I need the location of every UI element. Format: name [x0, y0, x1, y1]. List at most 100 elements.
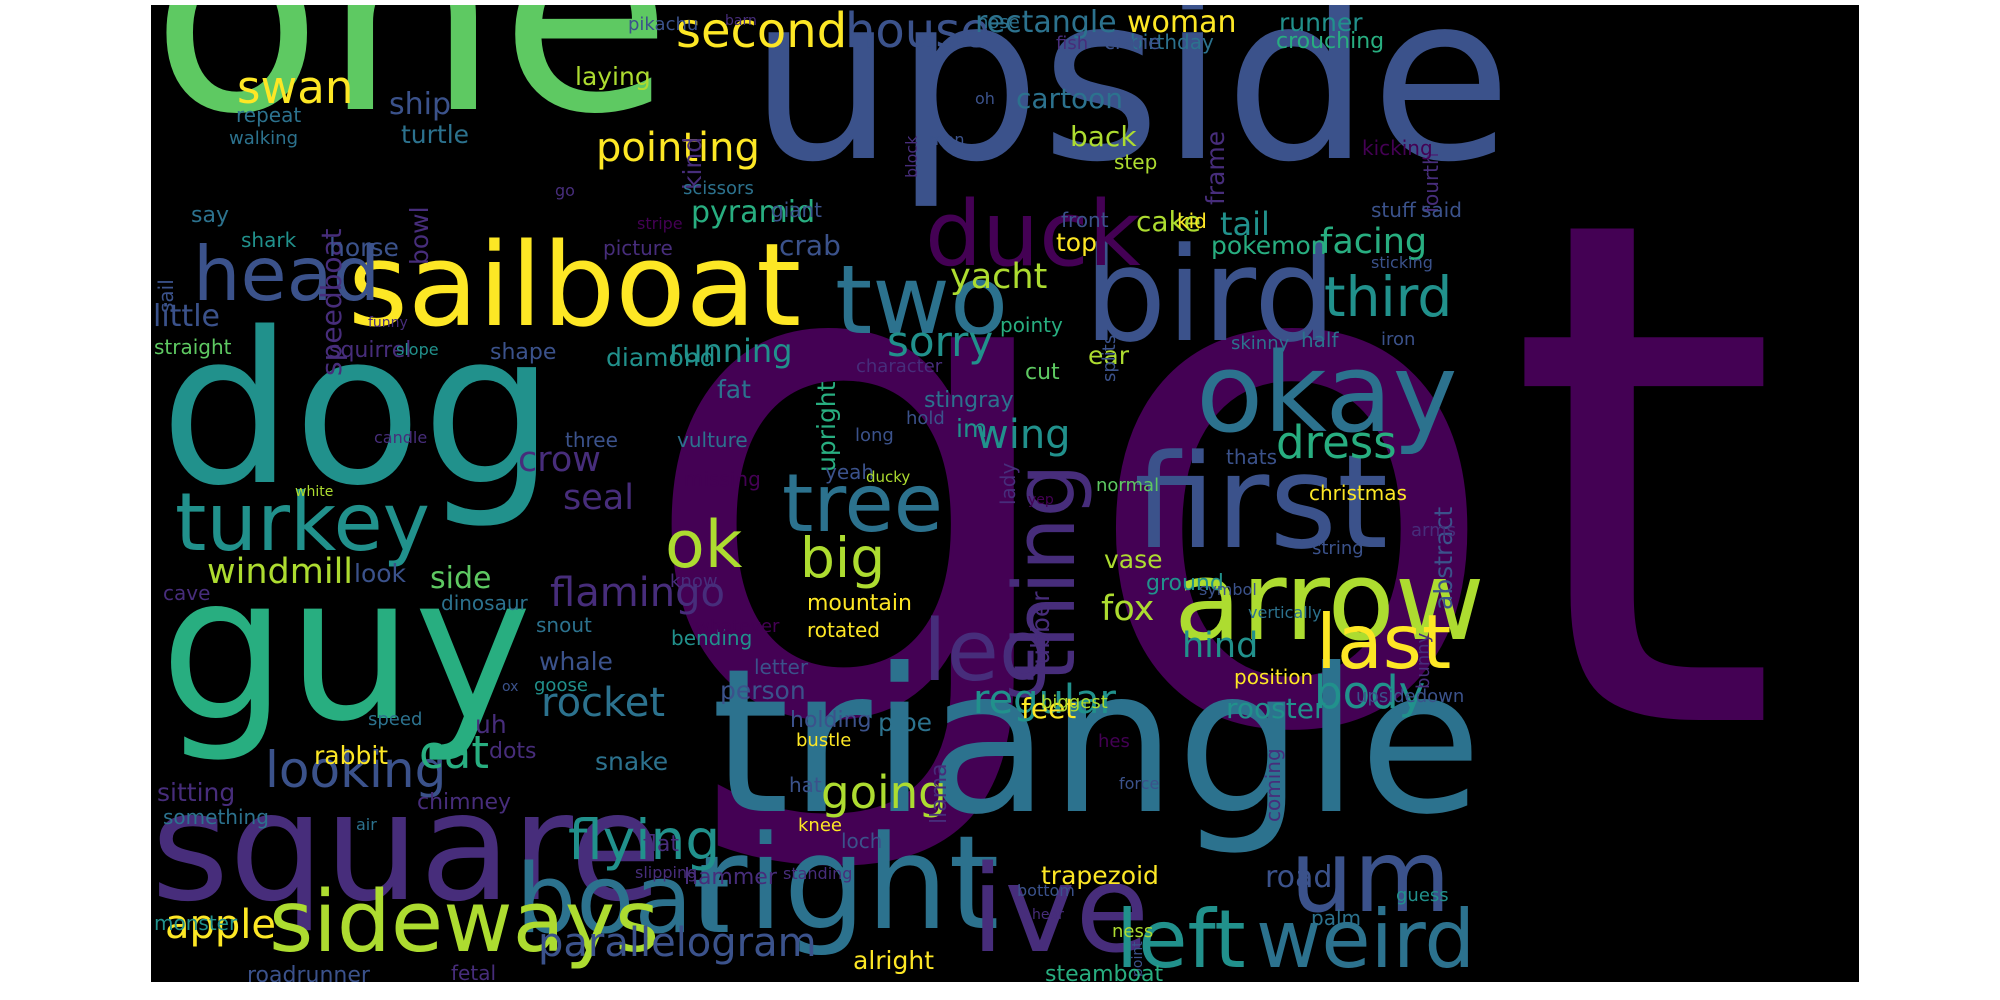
- word-rooster: rooster: [1226, 692, 1326, 725]
- word-shape: shape: [490, 340, 557, 365]
- word-man: man: [929, 130, 965, 149]
- word-monster: monster: [154, 911, 238, 935]
- word-person: person: [720, 676, 806, 705]
- word-body: body: [1314, 666, 1426, 719]
- word-tree: tree: [782, 457, 943, 550]
- word-kid: kid: [1177, 209, 1207, 233]
- word-yacht: yacht: [950, 257, 1048, 297]
- word-apple: apple: [165, 902, 277, 948]
- word-lady: lady: [996, 462, 1020, 505]
- word-chimney: chimney: [417, 790, 512, 815]
- word-bending: bending: [671, 626, 753, 650]
- word-giant: giant: [771, 198, 823, 222]
- word-okay: okay: [1196, 329, 1458, 457]
- word-rocket: rocket: [541, 680, 666, 726]
- word-bottom: bottom: [1017, 881, 1075, 900]
- word-front: front: [1061, 208, 1109, 232]
- word-half: half: [1301, 328, 1339, 352]
- word-diamond: diamond: [606, 343, 716, 372]
- word-duck: duck: [925, 182, 1141, 287]
- word-ness: ness: [1112, 921, 1154, 942]
- word-know: know: [670, 571, 718, 592]
- word-picture: picture: [603, 236, 673, 260]
- word-three: three: [565, 428, 618, 452]
- word-sitting: sitting: [157, 778, 236, 807]
- word-rubber: rubber: [1026, 591, 1055, 675]
- word-standing: standing: [783, 864, 853, 883]
- word-got: got: [633, 71, 1781, 886]
- word-leg: leg: [923, 602, 1053, 701]
- word-alright: alright: [853, 946, 935, 975]
- word-bird: bird: [1084, 219, 1337, 371]
- word-pointy: pointy: [1000, 313, 1063, 337]
- word-look: look: [354, 559, 407, 588]
- word-first: first: [1134, 426, 1389, 578]
- word-crane: crane: [1104, 30, 1161, 54]
- word-pikachu: pikachu: [628, 14, 699, 35]
- word-parallelogram: parallelogram: [538, 920, 817, 966]
- word-pyramid: pyramid: [691, 195, 816, 230]
- word-slope: slope: [396, 340, 439, 359]
- word-skinny: skinny: [1231, 333, 1290, 354]
- word-roadrunner: roadrunner: [247, 963, 370, 983]
- word-palm: palm: [1311, 906, 1361, 930]
- word-missing: missing: [684, 467, 761, 491]
- word-fish: fish: [1056, 33, 1089, 54]
- word-house: house: [845, 5, 990, 59]
- word-hold: hold: [906, 408, 945, 429]
- word-said: said: [1421, 198, 1462, 222]
- word-regular: regular: [973, 677, 1116, 723]
- word-position: position: [1234, 665, 1314, 689]
- word-llama: llama: [927, 763, 952, 824]
- word-last: last: [1316, 598, 1452, 686]
- word-whatever: whatever: [695, 616, 780, 637]
- word-fox: fox: [1101, 589, 1155, 629]
- word-hes: hes: [1098, 731, 1130, 752]
- word-rabbit: rabbit: [314, 741, 389, 770]
- word-dots: dots: [489, 739, 537, 764]
- word-ive: ive: [971, 841, 1150, 980]
- word-side: side: [430, 561, 492, 596]
- word-woman: woman: [1127, 5, 1237, 40]
- word-upright: upright: [812, 381, 841, 472]
- word-wing: wing: [976, 412, 1071, 458]
- word-arrow: arrow: [1174, 537, 1485, 665]
- word-seal: seal: [563, 478, 634, 518]
- word-bunny: bunny: [1413, 632, 1434, 689]
- word-big: big: [800, 526, 886, 590]
- word-kicking: kicking: [1362, 136, 1433, 160]
- word-uh: uh: [475, 710, 507, 739]
- word-stingray: stingray: [924, 388, 1014, 413]
- word-biggest: biggest: [1041, 692, 1108, 713]
- word-vertically: vertically: [1248, 603, 1322, 622]
- word-loch: loch: [841, 829, 883, 853]
- word-bowl: bowl: [405, 206, 434, 265]
- word-walking: walking: [229, 128, 299, 149]
- word-guess: guess: [1396, 885, 1449, 906]
- word-rectangle: rectangle: [975, 5, 1117, 40]
- word-nose: nose: [977, 12, 1020, 33]
- word-second: second: [676, 5, 848, 59]
- word-turkey: turkey: [175, 476, 430, 569]
- word-say: say: [191, 203, 229, 228]
- word-repeat: repeat: [236, 103, 302, 127]
- word-flying: flying: [568, 808, 721, 872]
- word-long: long: [855, 425, 894, 446]
- word-character: character: [856, 356, 943, 377]
- word-sorry: sorry: [887, 317, 994, 366]
- word-slipping: slipping: [635, 863, 698, 882]
- word-facing: facing: [1320, 222, 1428, 262]
- word-little: little: [153, 299, 220, 334]
- word-iron: iron: [1381, 329, 1416, 350]
- word-yep: yep: [1028, 492, 1054, 508]
- word-left: left: [1116, 893, 1246, 982]
- word-string: string: [1312, 538, 1364, 559]
- word-flat: flat: [643, 832, 679, 857]
- word-stuff: stuff: [1371, 198, 1416, 222]
- word-normal: normal: [1096, 475, 1160, 496]
- word-shark: shark: [241, 228, 297, 252]
- word-feet: feet: [1021, 692, 1077, 725]
- word-rotated: rotated: [807, 618, 880, 642]
- word-snout: snout: [536, 613, 592, 637]
- word-frame: frame: [1201, 130, 1230, 205]
